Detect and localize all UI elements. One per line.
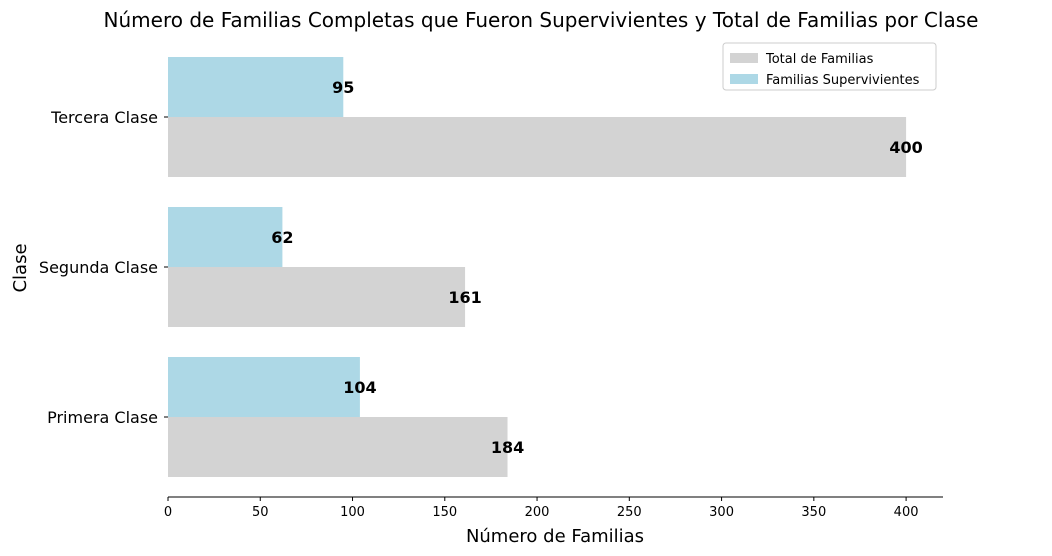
x-tick-label: 0 [164, 505, 172, 520]
bar-total-1 [168, 267, 466, 327]
legend-frame [722, 42, 937, 91]
x-tick-label: 200 [525, 505, 550, 520]
bar-total-2 [168, 117, 907, 177]
legend: Total de Familias Familias Supervivientes [722, 42, 937, 91]
x-tick-label: 50 [252, 505, 269, 520]
bar-total-0 [168, 417, 508, 477]
legend-label-1: Familias Supervivientes [766, 73, 920, 88]
legend-swatch-1 [730, 74, 758, 84]
y-ticks-group: Primera Clase Segunda Clase Tercera Clase [39, 108, 168, 427]
value-label-survivors-1: 62 [271, 228, 293, 247]
x-tick-label: 100 [340, 505, 365, 520]
bar-survivors-0 [168, 357, 360, 417]
bar-survivors-1 [168, 207, 283, 267]
x-tick-label: 250 [617, 505, 642, 520]
legend-label-0: Total de Familias [765, 52, 874, 67]
bar-survivors-2 [168, 57, 344, 117]
x-tick-label: 150 [432, 505, 457, 520]
legend-swatch-0 [730, 53, 758, 63]
x-tick-label: 350 [801, 505, 826, 520]
y-axis-label: Clase [10, 243, 31, 292]
value-labels-group: 184 104 161 62 400 95 [271, 78, 923, 457]
x-axis-label: Número de Familias [466, 526, 644, 547]
x-tick-label: 300 [709, 505, 734, 520]
chart-title: Número de Familias Completas que Fueron … [104, 8, 979, 32]
value-label-total-2: 400 [889, 138, 922, 157]
value-label-survivors-0: 104 [343, 378, 376, 397]
y-tick-label: Segunda Clase [39, 258, 158, 277]
y-tick-label: Primera Clase [47, 408, 158, 427]
bars-group [168, 57, 907, 477]
value-label-survivors-2: 95 [332, 78, 354, 97]
value-label-total-1: 161 [448, 288, 481, 307]
value-label-total-0: 184 [491, 438, 524, 457]
x-ticks-group: 0 50 100 150 200 250 300 350 400 [164, 497, 919, 520]
x-tick-label: 400 [894, 505, 919, 520]
y-tick-label: Tercera Clase [50, 108, 158, 127]
